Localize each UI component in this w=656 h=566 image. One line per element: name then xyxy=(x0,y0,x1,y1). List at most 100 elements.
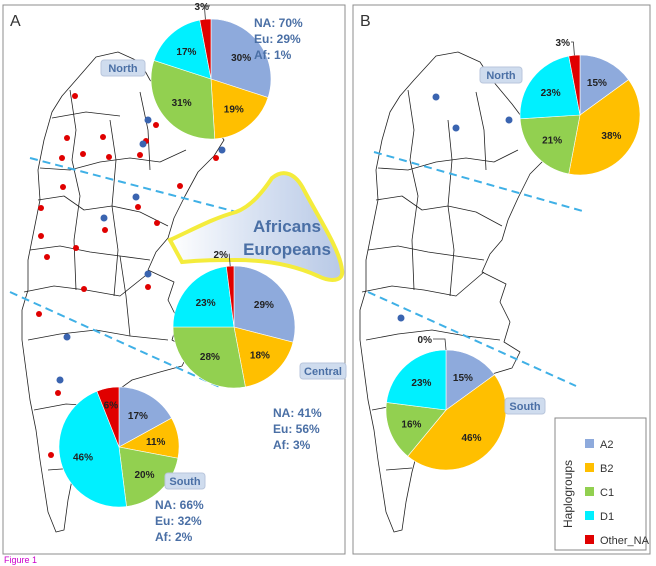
pie-label-c1: 20% xyxy=(134,470,154,481)
sample-point xyxy=(154,220,160,226)
sample-point xyxy=(44,254,50,260)
ancestry-line: Eu: 29% xyxy=(254,32,301,46)
pie-label-leader xyxy=(228,253,231,267)
sample-point xyxy=(145,284,151,290)
ancestry-line: Af: 3% xyxy=(273,438,311,452)
legend-swatch xyxy=(585,535,594,544)
legend-swatch xyxy=(585,463,594,472)
region-label-north-a: North xyxy=(100,59,146,77)
pie-label-c1: 21% xyxy=(542,136,562,147)
pie-label-b2: 38% xyxy=(601,131,621,142)
pie-slice-d1 xyxy=(58,390,127,508)
sample-point xyxy=(137,152,143,158)
migration-arrow xyxy=(167,171,345,282)
ancestry-line: Eu: 56% xyxy=(273,422,320,436)
sample-point xyxy=(144,116,152,124)
ancestry-line: Af: 2% xyxy=(155,530,193,544)
pie-label-c1: 31% xyxy=(172,98,192,109)
sample-point xyxy=(100,214,108,222)
sample-point xyxy=(106,154,112,160)
pie-slice-b2 xyxy=(407,374,507,471)
pie-slice-other-na xyxy=(96,386,120,448)
pie-label-other-na: 2% xyxy=(214,250,229,261)
svg-text:South: South xyxy=(509,401,540,413)
sample-point xyxy=(73,245,79,251)
pie-label-other-na: 0% xyxy=(418,335,433,346)
svg-text:South: South xyxy=(169,476,200,488)
sample-point xyxy=(139,140,147,148)
ancestry-central: NA: 41% Eu: 56% Af: 3% xyxy=(273,406,322,452)
sample-point xyxy=(80,151,86,157)
ancestry-line: NA: 66% xyxy=(155,498,204,512)
pie-slice-d1 xyxy=(172,266,235,328)
pie-slice-a2 xyxy=(210,18,272,98)
region-label-south-a: South xyxy=(164,472,206,490)
legend-label: Other_NA xyxy=(600,535,650,547)
sample-point xyxy=(397,314,405,322)
pie-slice-b2 xyxy=(233,326,294,388)
region-label-north-b: North xyxy=(479,66,523,84)
pie-label-a2: 15% xyxy=(587,78,607,89)
pie-slice-a2 xyxy=(445,349,495,411)
pie-label-leader xyxy=(203,5,210,20)
sample-point xyxy=(72,93,78,99)
pie-slice-c1 xyxy=(519,114,581,175)
region-boundaries xyxy=(9,151,587,389)
svg-text:Central: Central xyxy=(304,366,342,378)
pie-slice-c1 xyxy=(118,446,179,507)
pie-label-b2: 19% xyxy=(224,104,244,115)
svg-text:North: North xyxy=(486,70,516,82)
pie-label-a2: 15% xyxy=(453,373,473,384)
pie-slice-d1 xyxy=(153,19,212,80)
sample-point xyxy=(63,333,71,341)
legend-label: D1 xyxy=(600,511,614,523)
pie-b-south: 15% 46% 16% 23% 0% xyxy=(385,335,507,471)
panel-b-letter: B xyxy=(360,13,371,30)
sample-point xyxy=(177,183,183,189)
legend-title: Haplogroups xyxy=(561,460,575,528)
legend: Haplogroups A2 B2 C1 D1 Other_NA xyxy=(554,417,650,551)
pie-label-a2: 29% xyxy=(254,300,274,311)
sample-point xyxy=(132,193,140,201)
panel-a-letter: A xyxy=(10,13,21,30)
pie-a-south: 17% 11% 20% 46% 6% xyxy=(58,386,180,508)
pie-label-d1: 23% xyxy=(541,88,561,99)
pie-a-north: 30% 19% 31% 17% 3% xyxy=(150,2,272,140)
sample-point xyxy=(48,452,54,458)
ancestry-line: Eu: 32% xyxy=(155,514,202,528)
ancestry-line: NA: 41% xyxy=(273,406,322,420)
sample-point xyxy=(55,390,61,396)
sample-point xyxy=(218,146,226,154)
pie-label-d1: 23% xyxy=(196,298,216,309)
pie-label-other-na: 6% xyxy=(104,401,119,412)
pie-label-a2: 30% xyxy=(231,53,251,64)
pie-slice-c1 xyxy=(150,60,216,140)
pie-b-north: 15% 38% 21% 23% 3% xyxy=(519,38,641,176)
boundary-north-central-b xyxy=(373,151,587,213)
ancestry-south: NA: 66% Eu: 32% Af: 2% xyxy=(155,498,204,544)
sample-point xyxy=(38,205,44,211)
pie-label-c1: 16% xyxy=(401,420,421,431)
pie-label-leader xyxy=(571,41,575,56)
legend-label: B2 xyxy=(600,463,613,475)
sample-point xyxy=(59,155,65,161)
sample-point xyxy=(452,124,460,132)
region-label-south-b: South xyxy=(504,397,546,415)
sample-point xyxy=(432,93,440,101)
sample-points-a xyxy=(36,93,226,458)
sample-point xyxy=(144,270,152,278)
pie-label-leader xyxy=(433,338,447,351)
svg-text:North: North xyxy=(108,63,138,75)
pie-slice-b2 xyxy=(210,78,269,140)
ancestry-line: NA: 70% xyxy=(254,16,303,30)
pie-slice-a2 xyxy=(579,54,629,116)
ancestry-line: Af: 1% xyxy=(254,48,292,62)
pie-label-c1: 28% xyxy=(200,352,220,363)
pie-slice-other-na xyxy=(226,265,235,328)
sample-point xyxy=(505,116,513,124)
pie-label-a2: 17% xyxy=(128,411,148,422)
sample-point xyxy=(100,134,106,140)
arrow-label-europeans: Europeans xyxy=(243,240,331,259)
sample-point xyxy=(135,204,141,210)
